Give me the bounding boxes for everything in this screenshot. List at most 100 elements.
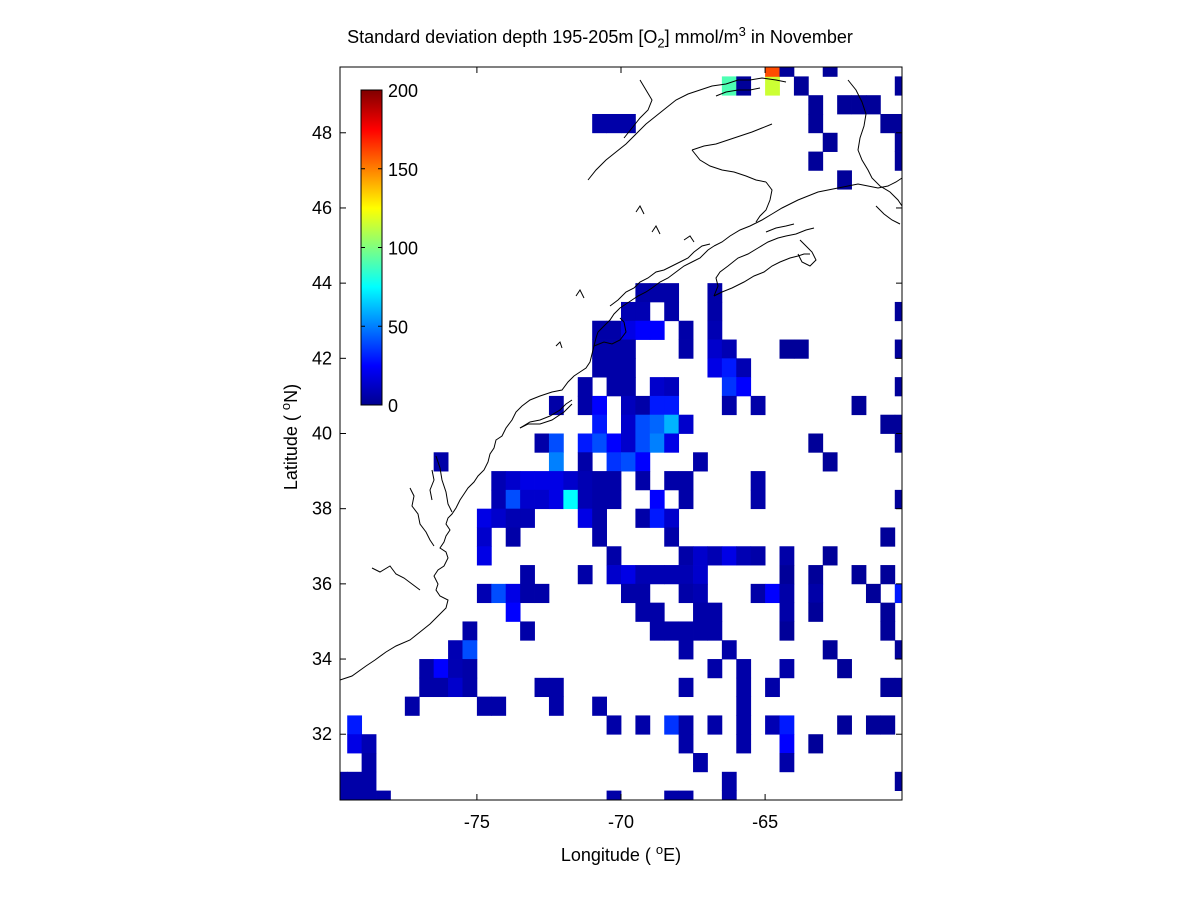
y-tick-label: 36: [312, 574, 332, 594]
heatmap-cell: [765, 76, 780, 96]
heatmap-cell: [520, 565, 535, 585]
heatmap-cell: [894, 414, 903, 434]
heatmap-cell: [592, 508, 607, 528]
heatmap-cell: [678, 734, 694, 754]
heatmap-cell: [577, 395, 593, 416]
heatmap-cell: [779, 565, 795, 585]
heatmap-cell: [721, 339, 737, 359]
heatmap-cell: [361, 734, 377, 754]
colorbar: 0 50 100 150 200: [360, 81, 418, 416]
heatmap-cell: [822, 640, 838, 660]
heatmap-cell: [721, 377, 737, 397]
heatmap-cell: [894, 677, 903, 698]
heatmap-cell: [837, 95, 852, 115]
heatmap-cell: [448, 640, 463, 660]
heatmap-cell: [548, 677, 564, 698]
heatmap-cell: [534, 471, 550, 491]
y-tick-label: 32: [312, 724, 332, 744]
heatmap-cell: [577, 508, 593, 528]
heatmap-cell: [340, 771, 348, 791]
heatmap-cell: [880, 414, 896, 434]
heatmap-cell: [606, 433, 622, 453]
heatmap-cell: [837, 170, 852, 190]
heatmap-cell: [635, 395, 651, 416]
heatmap-cell: [534, 677, 550, 698]
heatmap-cell: [707, 301, 723, 322]
heatmap-cell: [894, 132, 903, 152]
heatmap-cell: [476, 696, 492, 716]
heatmap-cell: [808, 113, 824, 134]
heatmap-cell: [736, 659, 752, 679]
heatmap-cell: [621, 358, 636, 378]
heatmap-cell: [491, 489, 507, 510]
heatmap-cell: [721, 640, 737, 660]
heatmap-cell: [577, 471, 593, 491]
colorbar-tick-label: 200: [388, 81, 418, 101]
heatmap-cell: [664, 377, 680, 397]
heatmap-cell: [894, 377, 903, 397]
heatmap-cell: [419, 677, 435, 698]
heatmap-cell: [340, 790, 348, 801]
heatmap-cell: [894, 151, 903, 171]
heatmap-cell: [520, 508, 535, 528]
heatmap-cell: [678, 339, 694, 359]
heatmap-cell: [635, 583, 651, 604]
heatmap-cell: [779, 67, 795, 77]
heatmap-cell: [664, 283, 680, 303]
colorbar-tick-label: 50: [388, 317, 408, 337]
heatmap-cell: [707, 659, 723, 679]
heatmap-cell: [894, 583, 903, 604]
heatmap-cell: [361, 753, 377, 773]
heatmap-cell: [606, 790, 622, 801]
colorbar-tick-label: 0: [388, 396, 398, 416]
heatmap-cell: [880, 621, 896, 641]
heatmap-cell: [693, 565, 708, 585]
heatmap-cell: [707, 339, 723, 359]
heatmap-cell: [750, 546, 766, 566]
heatmap-cell: [649, 565, 665, 585]
heatmap-cell: [837, 659, 852, 679]
heatmap-cell: [534, 583, 550, 604]
heatmap-cell: [693, 546, 708, 566]
y-tick-label: 46: [312, 198, 332, 218]
heatmap-cell: [649, 602, 665, 622]
heatmap-cell: [621, 433, 636, 453]
heatmap-cell: [548, 452, 564, 472]
heatmap-cell: [693, 583, 708, 604]
heatmap-cell: [765, 67, 780, 77]
heatmap-cell: [347, 734, 363, 754]
heatmap-cell: [592, 358, 607, 378]
heatmap-cell: [635, 471, 651, 491]
heatmap-cell: [520, 471, 535, 491]
heatmap-cell: [433, 452, 449, 472]
heatmap-cells: [340, 67, 903, 801]
heatmap-cell: [577, 565, 593, 585]
heatmap-cell: [894, 301, 903, 322]
heatmap-cell: [678, 640, 694, 660]
heatmap-cell: [476, 546, 492, 566]
heatmap-cell: [433, 659, 449, 679]
heatmap-cell: [621, 339, 636, 359]
heatmap-cell: [592, 696, 607, 716]
heatmap-cell: [376, 790, 391, 801]
heatmap-cell: [664, 433, 680, 453]
heatmap-cell: [664, 395, 680, 416]
chart-title: Standard deviation depth 195-205m [O2] m…: [347, 24, 853, 51]
heatmap-cell: [606, 471, 622, 491]
heatmap-cell: [606, 452, 622, 472]
heatmap-cell: [678, 546, 694, 566]
y-tick-label: 34: [312, 649, 332, 669]
heatmap-cell: [750, 395, 766, 416]
heatmap-cell: [693, 452, 708, 472]
heatmap-cell: [678, 320, 694, 340]
heatmap-cell: [693, 753, 708, 773]
heatmap-cell: [736, 76, 752, 96]
y-tick-label: 40: [312, 424, 332, 444]
x-tick-label: -75: [464, 812, 490, 832]
heatmap-cell: [707, 621, 723, 641]
heatmap-cell: [707, 602, 723, 622]
heatmap-cell: [707, 546, 723, 566]
heatmap-cell: [736, 377, 752, 397]
heatmap-cell: [592, 395, 607, 416]
